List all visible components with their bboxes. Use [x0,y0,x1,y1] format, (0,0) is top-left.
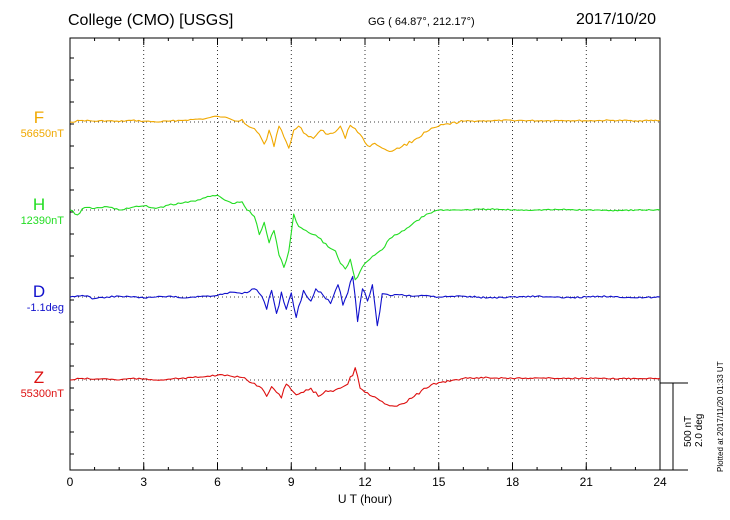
channel-baseline-h: 12390nT [20,215,64,227]
channel-name-f: F [33,108,45,127]
x-tick-label: 0 [67,475,74,489]
channel-name-d: D [32,282,46,301]
x-tick-label: 24 [653,475,667,489]
channel-label-d: D -1.1deg [8,282,64,314]
channel-baseline-z: 55300nT [20,388,64,400]
series-line-h [69,194,661,281]
x-tick-label: 12 [358,475,372,489]
geo-coordinates: GG ( 64.87°, 212.17°) [368,16,475,28]
channel-label-h: H 12390nT [8,195,64,227]
scale-label-deg: 2.0 deg [694,414,705,447]
channel-baseline-d: -1.1deg [26,302,64,314]
channel-name-h: H [32,195,46,214]
chart-date: 2017/10/20 [576,11,657,28]
x-tick-label: 6 [214,475,221,489]
plotted-timestamp: Plotted at 2017/11/20 01:33 UT [716,361,725,472]
series-line-f [69,115,661,153]
channel-label-f: F 56650nT [8,108,64,140]
channel-baseline-f: 56650nT [20,128,64,140]
x-tick-label: 3 [140,475,147,489]
x-tick-label: 15 [432,475,446,489]
channel-name-z: Z [33,368,45,387]
x-tick-label: 9 [288,475,295,489]
x-axis-label: U T (hour) [338,492,392,506]
channel-label-z: Z 55300nT [8,368,64,400]
x-tick-label: 21 [580,475,594,489]
chart-title: College (CMO) [USGS] [68,12,234,29]
series-line-d [69,275,661,327]
series-line-z [69,367,661,407]
x-tick-label: 18 [506,475,520,489]
scale-label-nt: 500 nT [683,416,694,447]
